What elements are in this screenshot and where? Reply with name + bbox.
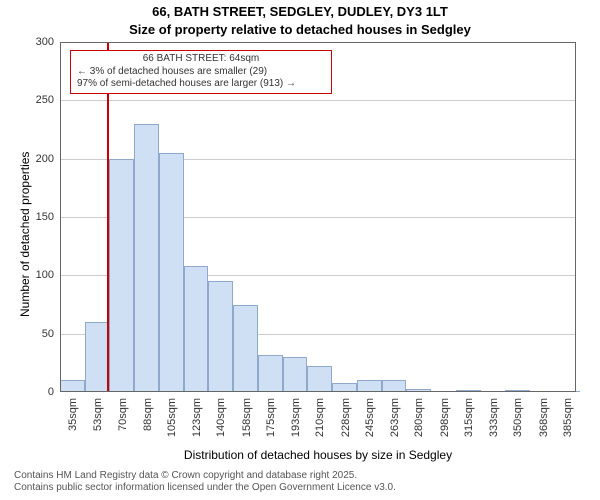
- histogram-bar: [85, 322, 110, 392]
- histogram-bar: [481, 391, 506, 392]
- attribution-line2: Contains public sector information licen…: [14, 482, 396, 494]
- y-tick-label: 300: [36, 36, 60, 48]
- histogram-bar: [382, 380, 407, 392]
- histogram-bar: [406, 389, 431, 393]
- histogram-bar: [159, 153, 184, 392]
- y-tick-label: 50: [42, 328, 60, 340]
- y-tick-label: 100: [36, 269, 60, 281]
- property-size-histogram: 66, BATH STREET, SEDGLEY, DUDLEY, DY3 1L…: [0, 0, 600, 500]
- histogram-bar: [307, 366, 332, 392]
- histogram-bar: [233, 305, 258, 393]
- y-gridline: [60, 100, 576, 101]
- histogram-bar: [109, 159, 134, 392]
- chart-title-address: 66, BATH STREET, SEDGLEY, DUDLEY, DY3 1L…: [0, 4, 600, 19]
- histogram-bar: [134, 124, 159, 392]
- x-axis-label: Distribution of detached houses by size …: [60, 448, 576, 462]
- reference-annotation: 66 BATH STREET: 64sqm ← 3% of detached h…: [70, 50, 332, 94]
- annotation-subject: 66 BATH STREET: 64sqm: [77, 53, 325, 66]
- histogram-bar: [456, 390, 481, 392]
- y-axis-label: Number of detached properties: [18, 152, 32, 317]
- histogram-bar: [530, 391, 555, 392]
- histogram-bar: [60, 380, 85, 392]
- attribution-footer: Contains HM Land Registry data © Crown c…: [0, 470, 396, 494]
- reference-line: [107, 42, 109, 392]
- attribution-line1: Contains HM Land Registry data © Crown c…: [14, 470, 396, 482]
- histogram-bar: [258, 355, 283, 392]
- plot-area: 05010015020025030035sqm53sqm70sqm88sqm10…: [60, 42, 576, 392]
- histogram-bar: [332, 383, 357, 392]
- histogram-bar: [431, 391, 456, 392]
- histogram-bar: [184, 266, 209, 392]
- annotation-larger-pct: 97% of semi-detached houses are larger (…: [77, 78, 325, 91]
- histogram-bar: [357, 380, 382, 392]
- annotation-smaller-pct: ← 3% of detached houses are smaller (29): [77, 66, 325, 79]
- y-tick-label: 0: [48, 386, 60, 398]
- histogram-bar: [283, 357, 308, 392]
- y-tick-label: 150: [36, 211, 60, 223]
- histogram-bar: [208, 281, 233, 392]
- y-tick-label: 200: [36, 153, 60, 165]
- chart-subtitle: Size of property relative to detached ho…: [0, 22, 600, 37]
- histogram-bar: [505, 390, 530, 392]
- y-tick-label: 250: [36, 94, 60, 106]
- histogram-bar: [555, 391, 580, 392]
